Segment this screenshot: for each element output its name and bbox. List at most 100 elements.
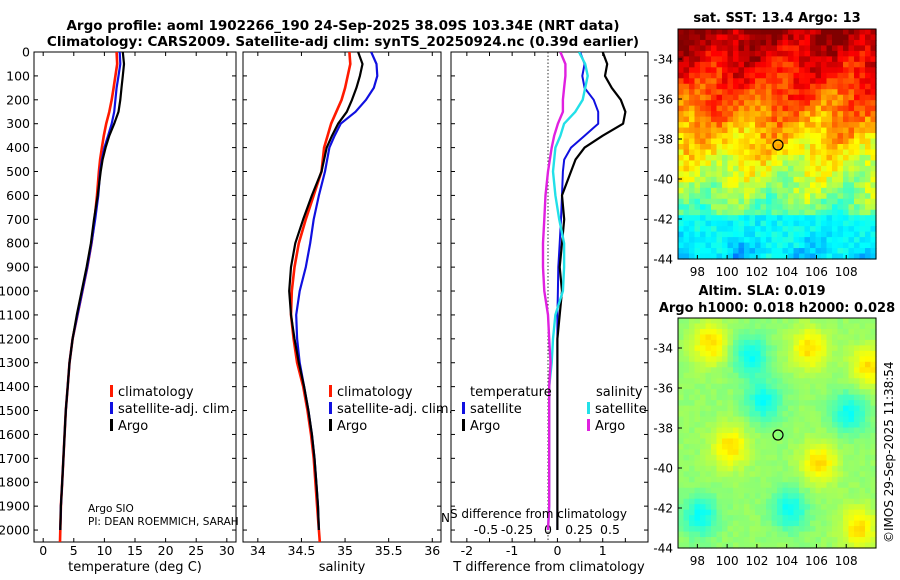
- sst-cell: [711, 204, 718, 211]
- lon-tick-label: 102: [745, 554, 768, 568]
- sst-cell: [694, 193, 701, 200]
- sla-cell: [716, 542, 723, 549]
- sla-cell: [749, 487, 756, 494]
- sla-cell: [727, 471, 734, 478]
- sst-cell: [771, 72, 778, 79]
- sla-cell: [749, 520, 756, 527]
- sst-cell: [727, 29, 734, 36]
- sla-cell: [700, 367, 707, 374]
- sla-cell: [744, 498, 751, 505]
- sst-cell: [793, 193, 800, 200]
- sst-cell: [804, 29, 811, 36]
- sla-cell: [744, 411, 751, 418]
- sla-cell: [711, 460, 718, 467]
- sla-cell: [683, 438, 690, 445]
- sst-cell: [755, 187, 762, 194]
- sla-cell: [700, 422, 707, 429]
- sst-cell: [700, 56, 707, 63]
- sla-cell: [700, 427, 707, 434]
- sst-cell: [870, 127, 877, 134]
- sla-cell: [788, 367, 795, 374]
- sst-cell: [854, 204, 861, 211]
- sst-cell: [782, 187, 789, 194]
- sla-cell: [843, 394, 850, 401]
- sst-cell: [705, 198, 712, 205]
- sla-cell: [793, 345, 800, 352]
- sla-cell: [727, 482, 734, 489]
- sla-cell: [793, 339, 800, 346]
- sst-cell: [782, 209, 789, 216]
- sst-cell: [760, 94, 767, 101]
- sst-cell: [766, 226, 773, 233]
- sst-cell: [832, 116, 839, 123]
- sst-cell: [854, 160, 861, 167]
- sst-cell: [733, 83, 740, 90]
- sst-cell: [865, 154, 872, 162]
- sst-cell: [826, 242, 833, 249]
- sla-cell: [727, 367, 734, 374]
- sst-cell: [700, 29, 707, 36]
- sst-cell: [859, 193, 866, 200]
- sla-cell: [843, 509, 850, 516]
- sst-cell: [870, 193, 877, 200]
- sst-cell: [771, 220, 778, 227]
- sst-cell: [826, 209, 833, 216]
- sst-cell: [722, 204, 729, 211]
- sla-cell: [804, 526, 811, 533]
- sst-cell: [848, 253, 855, 260]
- sst-cell: [832, 242, 839, 249]
- sst-cell: [821, 231, 828, 238]
- sst-cell: [854, 50, 861, 57]
- sst-cell: [727, 226, 734, 233]
- sla-cell: [848, 427, 855, 434]
- sst-cell: [744, 45, 751, 52]
- sst-cell: [744, 61, 751, 68]
- sst-cell: [815, 45, 822, 52]
- sst-cell: [832, 111, 839, 118]
- sla-cell: [810, 454, 817, 461]
- sla-cell: [788, 482, 795, 489]
- sla-cell: [782, 449, 789, 456]
- sla-cell: [870, 427, 877, 434]
- credit-line-2: PI: DEAN ROEMMICH, SARAH: [88, 516, 239, 528]
- sla-cell: [865, 356, 872, 363]
- sla-cell: [859, 372, 866, 379]
- sla-cell: [678, 465, 685, 472]
- sst-cell: [733, 50, 740, 57]
- sst-cell: [738, 61, 745, 68]
- sla-cell: [832, 339, 839, 346]
- sla-cell: [832, 482, 839, 489]
- sla-cell: [755, 378, 762, 385]
- sst-cell: [815, 111, 822, 118]
- sst-cell: [716, 133, 723, 140]
- sla-cell: [859, 328, 866, 336]
- sla-cell: [777, 350, 784, 357]
- sla-cell: [777, 400, 784, 407]
- sla-cell: [859, 515, 866, 522]
- sla-cell: [694, 509, 701, 516]
- sst-cell: [749, 253, 756, 260]
- sst-cell: [700, 127, 707, 134]
- sst-cell: [700, 116, 707, 123]
- sla-cell: [727, 443, 734, 451]
- sst-cell: [760, 78, 767, 85]
- sla-cell: [689, 345, 696, 352]
- sst-cell: [821, 242, 828, 249]
- sla-cell: [826, 328, 833, 336]
- sla-cell: [700, 411, 707, 418]
- sla-cell: [843, 427, 850, 434]
- sla-cell: [738, 323, 745, 330]
- sst-cell: [865, 133, 872, 140]
- sst-cell: [716, 231, 723, 238]
- sla-cell: [727, 422, 734, 429]
- sla-cell: [760, 350, 767, 357]
- sst-cell: [760, 242, 767, 249]
- sla-cell: [683, 433, 690, 440]
- sla-cell: [733, 378, 740, 385]
- sst-cell: [837, 220, 844, 227]
- sla-cell: [799, 515, 806, 522]
- sst-cell: [799, 50, 806, 57]
- sla-cell: [815, 454, 822, 461]
- sla-cell: [755, 443, 762, 451]
- sst-cell: [716, 165, 723, 172]
